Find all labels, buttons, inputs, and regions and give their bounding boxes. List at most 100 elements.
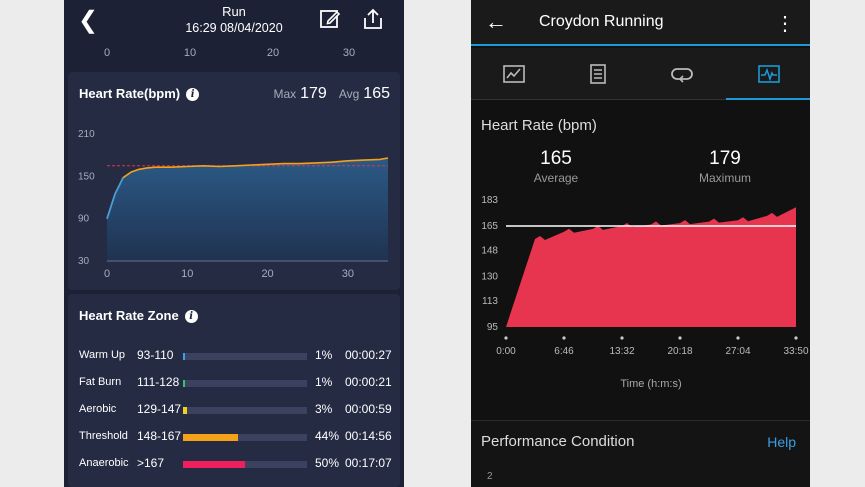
zone-range: 111-128: [137, 375, 180, 389]
axis-tick: 2: [487, 471, 493, 482]
tab-details[interactable]: [555, 48, 639, 100]
zone-time: 00:00:27: [345, 348, 392, 362]
zone-bar-fill: [183, 407, 187, 414]
top-time-axis: 0 10 20 30: [64, 47, 404, 61]
x-tick-dot: [794, 336, 798, 340]
zone-row: Threshold 148-167 44% 00:14:56: [79, 428, 399, 446]
zone-range: 129-147: [137, 402, 182, 416]
zone-percent: 44%: [315, 429, 340, 443]
info-icon[interactable]: i: [186, 88, 200, 101]
heart-rate-stats: Max 179 Avg 165: [273, 85, 390, 103]
heart-rate-warmup-line: [106, 177, 124, 219]
zone-name: Warm Up: [79, 349, 126, 361]
zone-time: 00:14:56: [345, 429, 392, 443]
heart-rate-line: [106, 157, 389, 219]
zone-bar-track: [183, 434, 307, 441]
y-tick-label: 113: [482, 296, 498, 307]
zone-bar-track: [183, 380, 307, 387]
zone-bar-track: [183, 461, 307, 468]
laps-loop-icon: [671, 68, 693, 83]
max-value: 179: [300, 85, 327, 102]
more-options-icon[interactable]: ⋮: [775, 13, 795, 35]
y-tick-label: 210: [78, 129, 95, 140]
tab-summary[interactable]: [471, 48, 555, 100]
zone-bar-fill: [183, 380, 185, 387]
y-tick-label: 148: [481, 246, 498, 257]
y-tick-label: 90: [78, 214, 90, 225]
tab-laps[interactable]: [639, 48, 723, 100]
y-tick-label: 183: [481, 195, 498, 206]
y-tick-label: 165: [481, 221, 498, 232]
zone-bar-fill: [183, 353, 185, 360]
back-arrow-icon[interactable]: ❮: [78, 7, 99, 34]
zone-bar-track: [183, 353, 307, 360]
left-phone-screen: ❮ Run 16:29 08/04/2020 0 10 20 30 Heart …: [64, 0, 404, 487]
average-value: 165: [540, 148, 572, 169]
zone-range: 93-110: [137, 348, 174, 362]
app-header: ← Croydon Running ⋮: [471, 0, 810, 46]
help-link[interactable]: Help: [767, 434, 796, 450]
x-tick-label: 6:46: [554, 346, 574, 357]
heart-rate-monitor-icon: [758, 65, 780, 83]
heart-rate-chart: 30 90 150 210 0 10 20 30: [78, 129, 389, 280]
back-arrow-icon[interactable]: ←: [485, 9, 507, 34]
activity-header: ❮ Run 16:29 08/04/2020: [64, 0, 404, 44]
axis-tick: 10: [183, 47, 197, 59]
zone-range: >167: [137, 456, 165, 470]
average-label: Average: [533, 171, 579, 185]
x-tick-label: 20:18: [667, 346, 692, 357]
zone-percent: 1%: [315, 375, 333, 389]
heart-rate-zone-title-text: Heart Rate Zone: [79, 308, 179, 323]
zone-percent: 50%: [315, 456, 340, 470]
x-tick-label: 20: [261, 268, 273, 280]
zone-time: 00:00:59: [345, 402, 392, 416]
x-axis-title: Time (h:m:s): [620, 378, 681, 390]
performance-title: Performance Condition: [481, 433, 635, 450]
zone-row: Fat Burn 111-128 1% 00:00:21: [79, 374, 399, 392]
maximum-stat: 179 Maximum: [665, 148, 785, 185]
avg-value: 165: [363, 85, 390, 102]
avg-label: Avg: [338, 87, 360, 101]
max-label: Max: [273, 87, 297, 101]
info-icon[interactable]: i: [184, 310, 198, 323]
x-tick-dot: [504, 336, 508, 340]
x-tick-label: 0: [104, 268, 110, 280]
document-icon: [590, 64, 606, 84]
activity-tabs: [471, 48, 810, 100]
x-tick-label: 30: [342, 268, 354, 280]
y-tick-label: 95: [487, 322, 499, 333]
x-tick-label: 10: [181, 268, 193, 280]
zone-percent: 3%: [315, 402, 333, 416]
tab-charts[interactable]: [726, 48, 810, 100]
x-tick-label: 0:00: [496, 346, 516, 357]
right-phone-screen: ← Croydon Running ⋮: [471, 0, 810, 487]
zone-name: Threshold: [79, 430, 128, 442]
activity-datetime: 16:29 08/04/2020: [185, 21, 283, 35]
axis-tick: 30: [342, 47, 356, 59]
share-icon[interactable]: [361, 7, 385, 31]
x-tick-label: 33:50: [783, 346, 808, 357]
y-tick-label: 130: [481, 271, 498, 282]
zone-time: 00:17:07: [345, 456, 392, 470]
zone-name: Anaerobic: [79, 457, 129, 469]
heart-rate-zone-card: Heart Rate Zone i: [68, 294, 400, 487]
edit-icon[interactable]: [318, 7, 342, 31]
zone-bar-fill: [183, 461, 245, 468]
heart-rate-area: [107, 158, 388, 261]
axis-tick: 0: [103, 47, 111, 59]
x-tick-label: 13:32: [609, 346, 634, 357]
y-tick-label: 150: [78, 171, 95, 182]
heart-rate-chart: 95 113 130 148 165 183 0:00 6:46 13:32 20:18 27:04…: [481, 195, 809, 390]
zone-bar-track: [183, 407, 307, 414]
summary-chart-icon: [503, 65, 525, 83]
heart-rate-title-text: Heart Rate(bpm): [79, 86, 181, 101]
performance-condition-section: Performance Condition Help 2: [471, 420, 810, 487]
zone-row: Warm Up 93-110 1% 00:00:27: [79, 347, 399, 365]
heart-rate-zone-title: Heart Rate Zone i: [79, 308, 198, 323]
zone-bar-fill: [183, 434, 238, 441]
zone-row: Aerobic 129-147 3% 00:00:59: [79, 401, 399, 419]
heart-rate-area: [506, 207, 796, 327]
y-tick-label: 30: [78, 256, 90, 267]
zone-range: 148-167: [137, 429, 182, 443]
